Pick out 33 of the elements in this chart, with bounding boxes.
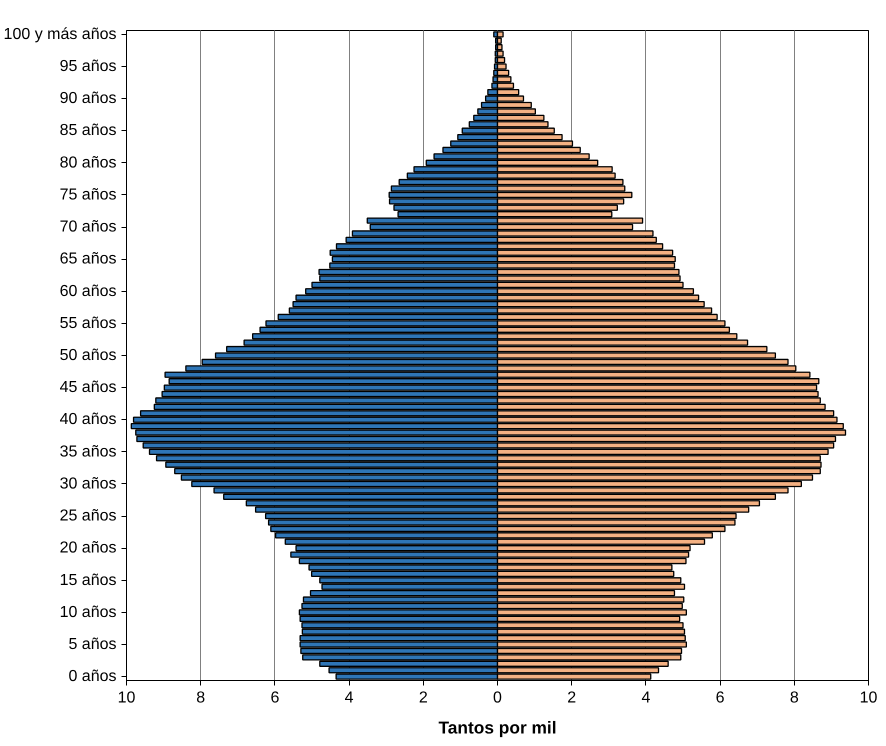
y-tick-label: 5 años: [68, 636, 117, 654]
x-tick-label: 10: [118, 690, 136, 706]
x-tick-label: 2: [567, 690, 576, 706]
y-tick-label: 100 y más años: [4, 26, 116, 43]
y-tick-label: 70 años: [60, 218, 116, 236]
x-tick-label: 2: [418, 690, 428, 706]
x-tick-label: 6: [716, 690, 725, 706]
y-tick-label: 80 años: [60, 154, 116, 172]
x-tick-label: 4: [344, 690, 354, 706]
y-tick-label: 55 años: [60, 314, 116, 332]
y-tick-label: 0 años: [68, 668, 117, 686]
y-tick-label: 50 años: [60, 347, 116, 364]
y-tick-label: 20 años: [60, 540, 116, 557]
x-tick-label: 6: [270, 690, 280, 706]
y-tick-label: 95 años: [60, 58, 116, 75]
y-tick-label: 25 años: [60, 508, 116, 525]
x-axis-title: Tantos por mil: [438, 718, 557, 738]
y-tick-label: 35 años: [60, 443, 116, 460]
x-tick-label: 0: [493, 690, 502, 706]
y-tick-label: 30 años: [60, 475, 116, 492]
y-tick-label: 15 años: [60, 572, 116, 589]
y-tick-label: 10 años: [60, 604, 116, 621]
x-tick-label: 8: [196, 690, 206, 706]
y-tick-label: 90 años: [60, 90, 116, 108]
x-tick-label: 8: [790, 690, 799, 706]
y-tick-label: 85 años: [60, 122, 116, 140]
x-tick-label: 10: [860, 690, 878, 706]
y-tick-label: 65 años: [60, 250, 116, 268]
y-tick-label: 40 años: [60, 411, 116, 428]
y-tick-label: 75 años: [60, 186, 116, 204]
y-tick-label: 45 años: [60, 379, 116, 396]
y-tick-label: 60 años: [60, 282, 116, 300]
x-tick-label: 4: [641, 690, 650, 706]
